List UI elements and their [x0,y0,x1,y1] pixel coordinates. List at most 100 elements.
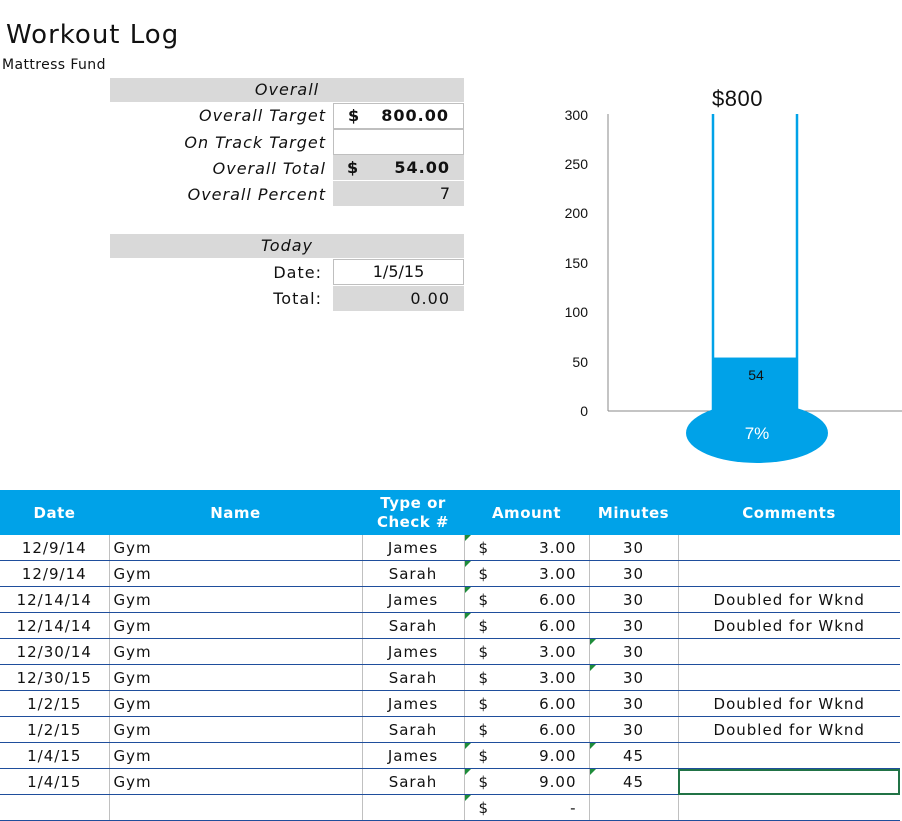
cell-date[interactable]: 12/9/14 [0,560,109,587]
today-date-label: Date: [273,263,322,282]
cell-minutes[interactable]: 30 [588,560,678,587]
today-date-cell[interactable]: 1/5/15 [333,259,464,285]
y-tick-200: 200 [564,205,588,221]
cell-date[interactable]: 12/30/14 [0,638,109,665]
cell-amount[interactable]: $6.00 [463,586,589,613]
cell-type[interactable]: James [361,690,464,717]
cell-amount[interactable]: $ - [463,794,589,821]
cell-type[interactable]: Sarah [361,716,464,743]
cell-minutes[interactable]: 30 [588,664,678,691]
cell-amount[interactable]: $3.00 [463,638,589,665]
minutes-value: 30 [622,590,645,609]
cell-date[interactable]: 1/2/15 [0,716,109,743]
cell-type[interactable]: James [361,742,464,769]
error-indicator [465,743,471,749]
cell-comments[interactable]: Doubled for Wknd [677,690,900,717]
cell-amount[interactable]: $3.00 [463,664,589,691]
cell-comments[interactable] [677,560,900,587]
table-row: 1/4/15 Gym James $9.00 45 [0,742,900,769]
cell-type[interactable]: Sarah [361,768,464,795]
currency-symbol: $ [478,773,490,791]
cell-minutes[interactable]: 30 [588,535,678,561]
overall-target-cell[interactable]: $ 800.00 [333,103,464,129]
today-header: Today [110,234,464,258]
table-row: 1/4/15 Gym Sarah $9.00 45 [0,768,900,795]
on-track-cell[interactable] [333,129,464,155]
cell-date[interactable]: 12/14/14 [0,586,109,613]
cell-comments[interactable] [677,794,900,821]
overall-percent-cell[interactable]: 7 [333,181,464,206]
cell-amount[interactable]: $6.00 [463,612,589,639]
cell-comments[interactable]: Doubled for Wknd [677,716,900,743]
cell-amount[interactable]: $9.00 [463,768,589,795]
cell-name[interactable] [108,794,362,821]
cell-minutes[interactable]: 30 [588,690,678,717]
cell-comments[interactable] [677,768,900,795]
cell-minutes[interactable]: 30 [588,638,678,665]
cell-type[interactable]: James [361,535,464,561]
cell-type[interactable]: Sarah [361,612,464,639]
cell-name[interactable]: Gym [108,612,362,639]
cell-name[interactable]: Gym [108,716,362,743]
cell-minutes[interactable]: 30 [588,612,678,639]
cell-type[interactable]: Sarah [361,560,464,587]
cell-name[interactable]: Gym [108,664,362,691]
overall-target-value: 800.00 [381,106,449,125]
minutes-value: 30 [622,564,645,583]
chart-title: $800 [712,86,763,111]
cell-minutes[interactable]: 45 [588,742,678,769]
currency-symbol: $ [478,747,490,765]
cell-name[interactable]: Gym [108,638,362,665]
cell-minutes[interactable]: 45 [588,768,678,795]
cell-type[interactable]: Sarah [361,664,464,691]
cell-minutes[interactable]: 30 [588,716,678,743]
today-total-cell[interactable]: 0.00 [333,286,464,311]
cell-name[interactable]: Gym [108,560,362,587]
on-track-label: On Track Target [184,133,326,152]
table-row: 12/9/14 Gym James $3.00 30 [0,535,900,561]
cell-type[interactable]: James [361,638,464,665]
error-indicator [465,613,471,619]
cell-name[interactable]: Gym [108,690,362,717]
cell-name[interactable]: Gym [108,742,362,769]
cell-date[interactable] [0,794,109,821]
overall-total-cell[interactable]: $ 54.00 [333,155,464,180]
cell-date[interactable]: 1/4/15 [0,742,109,769]
cell-date[interactable]: 1/2/15 [0,690,109,717]
currency-symbol: $ [478,565,490,583]
cell-amount[interactable]: $6.00 [463,690,589,717]
cell-comments[interactable] [677,664,900,691]
cell-date[interactable]: 12/9/14 [0,535,109,561]
cell-amount[interactable]: $9.00 [463,742,589,769]
cell-minutes[interactable]: 30 [588,586,678,613]
table-row: 1/2/15 Gym James $6.00 30 Doubled for Wknd [0,690,900,717]
cell-minutes[interactable] [588,794,678,821]
cell-date[interactable]: 12/14/14 [0,612,109,639]
table-row: 12/14/14 Gym Sarah $6.00 30 Doubled for Wknd [0,612,900,639]
error-indicator [590,639,596,645]
cell-date[interactable]: 1/4/15 [0,768,109,795]
currency-symbol: $ [478,643,490,661]
col-header-amount[interactable]: Amount [464,490,589,535]
cell-amount[interactable]: $6.00 [463,716,589,743]
cell-date[interactable]: 12/30/15 [0,664,109,691]
cell-amount[interactable]: $3.00 [463,535,589,561]
col-header-name[interactable]: Name [109,490,362,535]
error-indicator [590,665,596,671]
col-header-type[interactable]: Type or Check # [362,490,464,535]
cell-comments[interactable] [677,638,900,665]
overall-header: Overall [110,78,464,102]
cell-comments[interactable]: Doubled for Wknd [677,612,900,639]
cell-comments[interactable]: Doubled for Wknd [677,586,900,613]
col-header-date[interactable]: Date [0,490,109,535]
cell-type[interactable] [361,794,464,821]
cell-name[interactable]: Gym [108,768,362,795]
col-header-minutes[interactable]: Minutes [589,490,678,535]
cell-comments[interactable] [677,742,900,769]
cell-name[interactable]: Gym [108,586,362,613]
cell-name[interactable]: Gym [108,535,362,561]
cell-comments[interactable] [677,535,900,561]
cell-type[interactable]: James [361,586,464,613]
col-header-comments[interactable]: Comments [678,490,900,535]
cell-amount[interactable]: $3.00 [463,560,589,587]
